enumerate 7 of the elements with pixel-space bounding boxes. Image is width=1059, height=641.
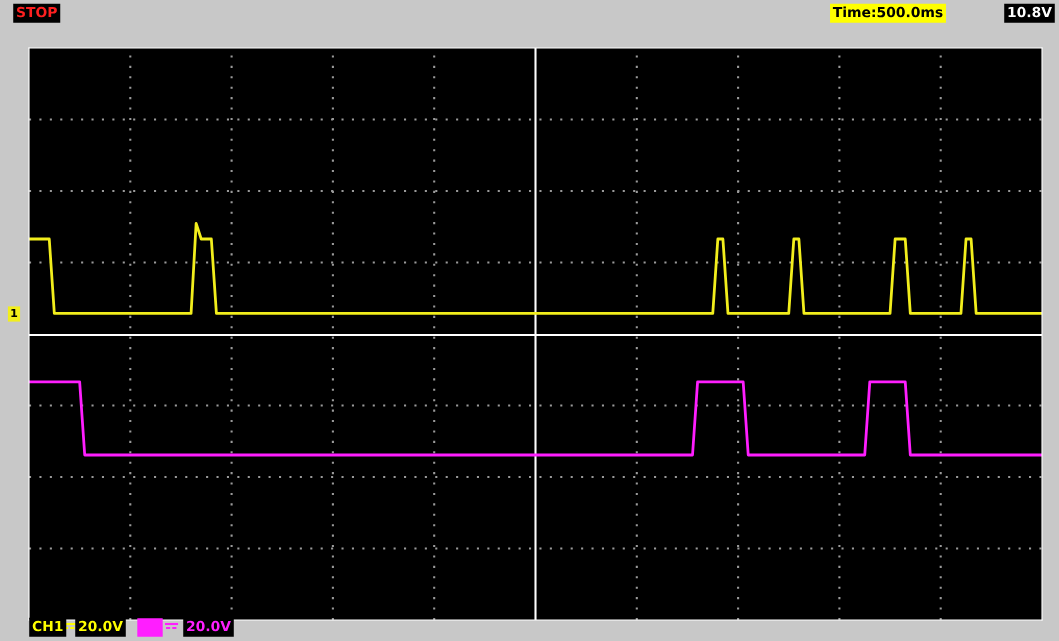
text: Time:500.0ms: [832, 6, 943, 18]
text: 20.0V: [79, 620, 123, 632]
text: 20.0V: [187, 620, 231, 632]
text: 1: [11, 308, 18, 318]
text: CH1: [32, 620, 63, 632]
text: 10.8V: [1008, 6, 1052, 18]
text: STOP: [17, 6, 57, 18]
